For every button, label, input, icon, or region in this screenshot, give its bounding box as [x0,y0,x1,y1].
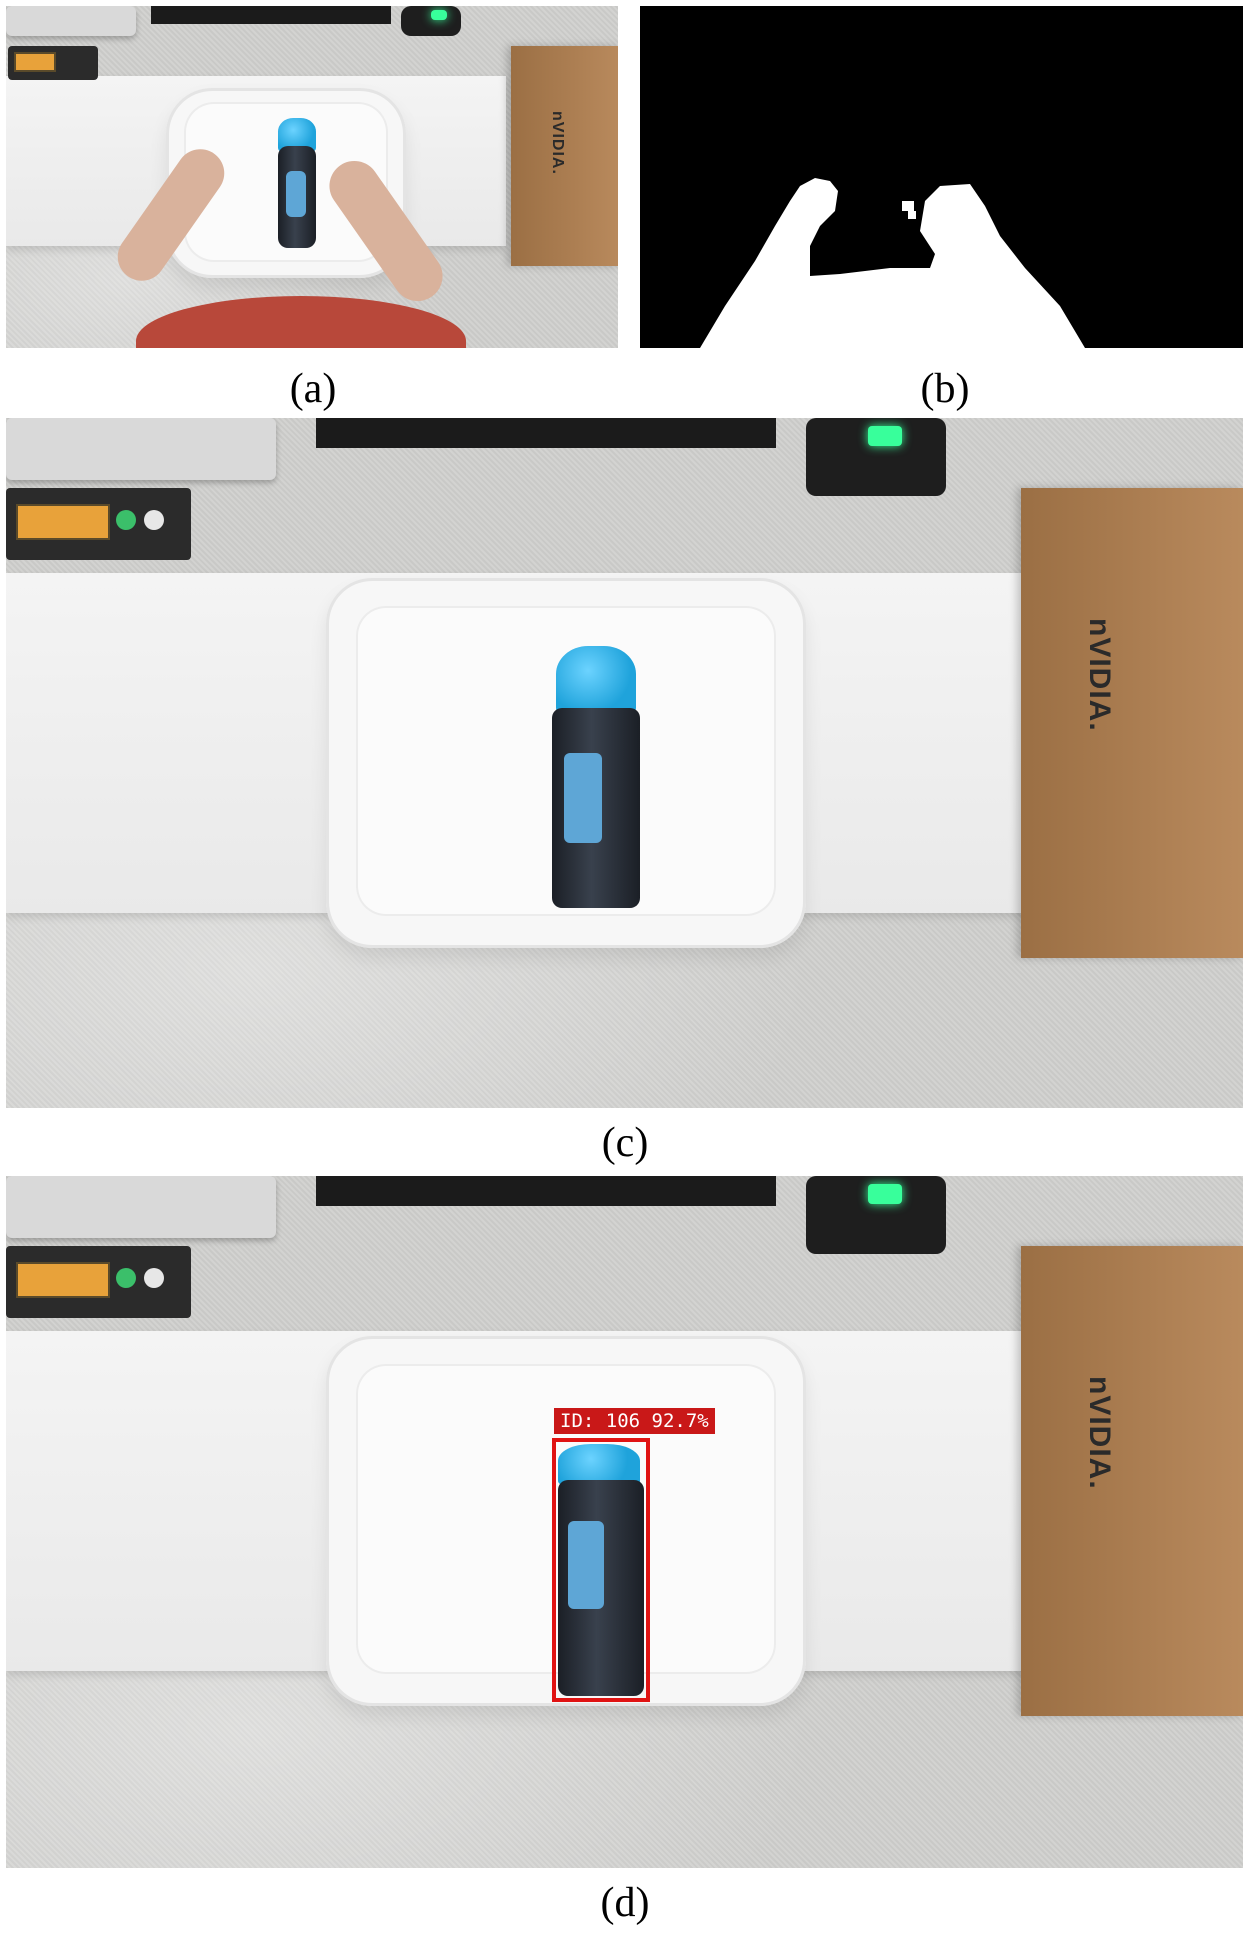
caption-a: (a) [289,366,337,412]
panel-d-detection: nVIDIA. ID: 106 92.7% [6,1176,1243,1868]
scale-lcd [16,1262,110,1298]
hand-mask [700,178,1085,348]
white-button [144,510,164,530]
box-logo: nVIDIA. [549,111,566,175]
panel-a-photo: nVIDIA. [6,6,618,348]
monitor [316,418,776,448]
bottle-label [286,171,306,217]
panel-c-photo: nVIDIA. [6,418,1243,1108]
cardboard-box [1021,1246,1243,1716]
scale-lcd [14,52,56,72]
detection-label: ID: 106 92.7% [554,1408,715,1434]
scale [6,1176,276,1238]
caption-b: (b) [920,366,970,412]
scanner-led [431,10,447,20]
box-logo: nVIDIA. [1083,618,1116,732]
bottle-label [564,753,602,843]
cardboard-box [511,46,618,266]
scanner-led [868,1184,902,1204]
bottle-cap [556,646,636,716]
caption-d: (d) [600,1880,650,1926]
cardboard-box [1021,488,1243,958]
scanner-led [868,426,902,446]
scale [6,6,136,36]
bottle-label [568,1521,604,1609]
bottle-cap [558,1444,640,1486]
scale-lcd [16,504,110,540]
monitor [151,6,391,24]
panel-b-mask [640,6,1243,348]
monitor [316,1176,776,1206]
box-logo: nVIDIA. [1083,1376,1116,1490]
caption-c: (c) [601,1120,649,1166]
white-button [144,1268,164,1288]
green-button [116,1268,136,1288]
detection-bounding-box [552,1438,650,1702]
scale [6,418,276,480]
green-button [116,510,136,530]
